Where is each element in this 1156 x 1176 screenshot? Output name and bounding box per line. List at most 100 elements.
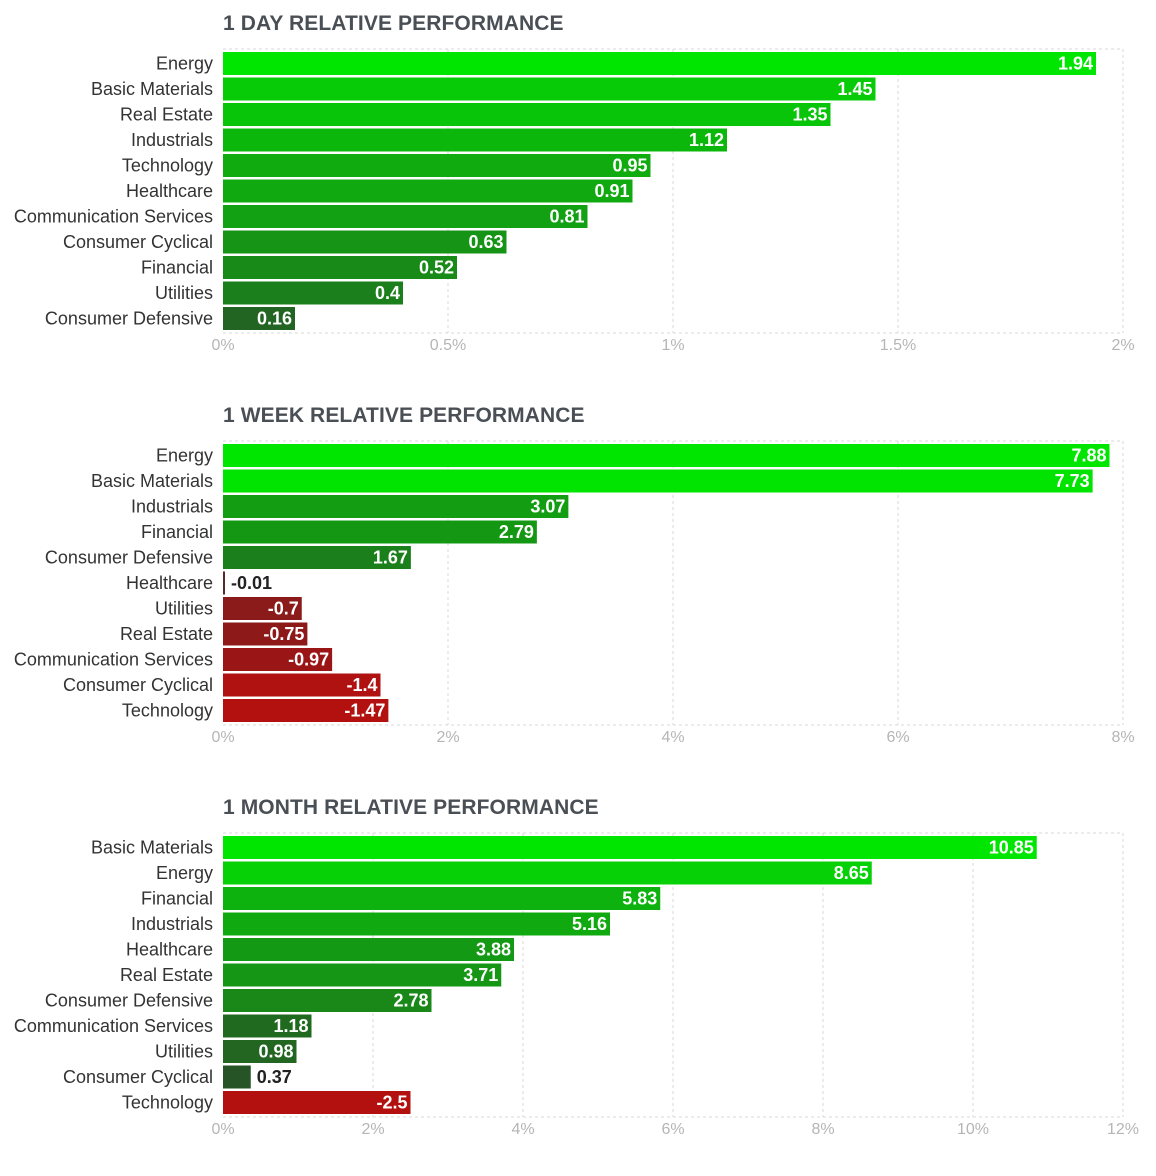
x-tick-label: 6% <box>886 729 909 746</box>
value-label: 0.37 <box>257 1067 292 1087</box>
x-tick-label: 8% <box>811 1121 834 1138</box>
category-label: Financial <box>141 522 213 542</box>
value-label: -1.47 <box>344 701 385 721</box>
bar <box>223 128 727 152</box>
category-label: Industrials <box>131 497 213 517</box>
value-label: 0.52 <box>419 258 454 278</box>
x-tick-label: 1.5% <box>880 337 916 354</box>
bar <box>223 103 831 126</box>
value-label: 3.88 <box>476 940 511 960</box>
bar-chart-1-month: 0% 2% 4% 6% 8% 10% 12% Basic Materials 10.85 Ener… <box>14 832 1139 1138</box>
category-label: Communication Services <box>14 650 213 670</box>
value-label: 1.18 <box>273 1016 308 1036</box>
bar <box>223 1040 297 1063</box>
x-tick-label: 2% <box>1111 337 1134 354</box>
category-label: Industrials <box>131 914 213 934</box>
bar <box>223 622 308 646</box>
bar <box>223 281 403 305</box>
bar-chart-1-day: 0% 0.5% 1% 1.5% 2% Energy 1.94 Basic Materials 1… <box>14 48 1135 354</box>
x-tick-label: 6% <box>661 1121 684 1138</box>
category-label: Healthcare <box>126 940 213 960</box>
chart-title: 1 MONTH RELATIVE PERFORMANCE <box>223 796 599 819</box>
bar <box>223 256 457 279</box>
category-label: Real Estate <box>120 965 213 985</box>
category-label: Consumer Cyclical <box>63 675 213 695</box>
category-label: Technology <box>122 156 213 176</box>
value-label: 0.81 <box>549 207 584 227</box>
value-label: -0.75 <box>263 624 304 644</box>
x-tick-label: 0% <box>211 729 234 746</box>
bar <box>223 179 633 203</box>
category-label: Healthcare <box>126 573 213 593</box>
chart-panel-1-day: 1 DAY RELATIVE PERFORMANCE 0% 0.5% 1% 1.5% 2… <box>0 0 1156 392</box>
bar <box>223 495 569 518</box>
category-label: Utilities <box>155 1042 213 1062</box>
value-label: 1.45 <box>837 79 872 99</box>
category-label: Financial <box>141 258 213 278</box>
bar <box>223 912 610 936</box>
bar <box>223 673 381 697</box>
category-label: Consumer Defensive <box>45 309 213 329</box>
bar <box>223 699 389 722</box>
category-label: Consumer Cyclical <box>63 232 213 252</box>
chart-title: 1 WEEK RELATIVE PERFORMANCE <box>223 404 585 427</box>
category-label: Communication Services <box>14 1016 213 1036</box>
category-label: Consumer Defensive <box>45 548 213 568</box>
x-tick-label: 1% <box>661 337 684 354</box>
x-tick-label: 8% <box>1111 729 1134 746</box>
value-label: -1.4 <box>346 675 377 695</box>
bar <box>223 52 1096 75</box>
category-label: Consumer Defensive <box>45 991 213 1011</box>
x-tick-label: 2% <box>361 1121 384 1138</box>
value-label: 1.35 <box>792 105 827 125</box>
chart-panel-1-week: 1 WEEK RELATIVE PERFORMANCE 0% 2% 4% 6% 8% En… <box>0 392 1156 784</box>
value-label: 0.4 <box>375 283 400 303</box>
chart-panel-1-month: 1 MONTH RELATIVE PERFORMANCE 0% 2% 4% 6% 8% 1… <box>0 784 1156 1176</box>
value-label: 3.07 <box>530 497 565 517</box>
bar <box>223 205 588 228</box>
value-label: 2.78 <box>393 991 428 1011</box>
category-label: Financial <box>141 889 213 909</box>
value-label: 8.65 <box>834 863 869 883</box>
bar <box>223 989 432 1012</box>
x-tick-label: 0.5% <box>430 337 466 354</box>
value-label: 0.63 <box>468 232 503 252</box>
category-label: Technology <box>122 701 213 721</box>
category-label: Basic Materials <box>91 79 213 99</box>
bar <box>223 887 661 910</box>
bar <box>223 836 1037 859</box>
value-label: 5.16 <box>572 914 607 934</box>
category-label: Utilities <box>155 599 213 619</box>
bar <box>223 154 651 177</box>
value-label: 1.12 <box>689 130 724 150</box>
value-label: 2.79 <box>499 522 534 542</box>
category-label: Healthcare <box>126 181 213 201</box>
bar-chart-1-week: 0% 2% 4% 6% 8% Energy 7.88 Basic Materials 7.73 I… <box>14 440 1135 746</box>
bar <box>223 861 872 885</box>
category-label: Technology <box>122 1093 213 1113</box>
bar <box>223 571 225 595</box>
value-label: 0.16 <box>257 309 292 329</box>
category-label: Basic Materials <box>91 838 213 858</box>
x-tick-label: 10% <box>957 1121 989 1138</box>
category-label: Communication Services <box>14 207 213 227</box>
x-tick-label: 0% <box>211 1121 234 1138</box>
bar <box>223 938 514 961</box>
value-label: -0.7 <box>268 599 299 619</box>
bar <box>223 648 333 671</box>
bar <box>223 546 411 569</box>
category-label: Real Estate <box>120 624 213 644</box>
x-tick-label: 12% <box>1107 1121 1139 1138</box>
value-label: -0.97 <box>288 650 329 670</box>
x-tick-label: 2% <box>436 729 459 746</box>
value-label: 1.67 <box>373 548 408 568</box>
category-label: Industrials <box>131 130 213 150</box>
value-label: 5.83 <box>622 889 657 909</box>
category-label: Energy <box>156 863 213 883</box>
category-label: Energy <box>156 446 213 466</box>
value-label: 1.94 <box>1058 54 1093 74</box>
bar <box>223 469 1093 493</box>
category-label: Utilities <box>155 283 213 303</box>
value-label: 0.95 <box>612 156 647 176</box>
category-label: Basic Materials <box>91 471 213 491</box>
